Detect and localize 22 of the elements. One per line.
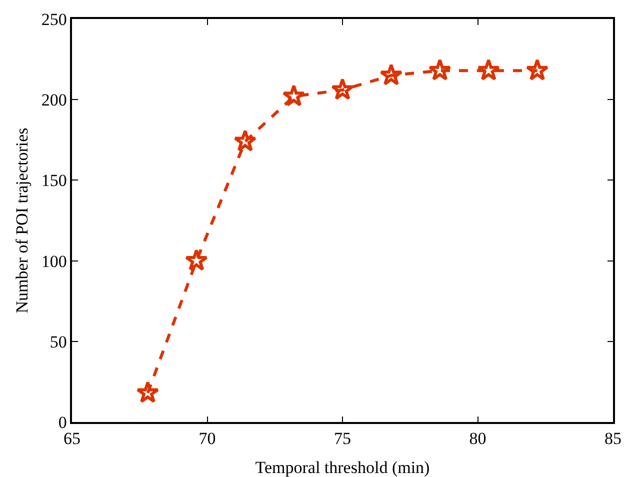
x-tick-label: 80 [469, 429, 486, 448]
point [184, 248, 208, 271]
y-axis-title: Number of POI trajectories [12, 128, 32, 314]
point [428, 58, 452, 81]
y-tick-label: 150 [41, 171, 67, 190]
y-tick-label: 200 [41, 90, 67, 110]
point [331, 78, 354, 100]
point [282, 84, 306, 106]
x-tick-label: 65 [64, 429, 80, 448]
point [526, 58, 549, 81]
point [136, 380, 160, 403]
x-tick-label: 75 [334, 429, 351, 448]
y-tick-label: 50 [50, 332, 67, 352]
y-tick-label: 0 [58, 412, 67, 432]
x-tick-label: 70 [198, 429, 216, 448]
x-axis-title: Temporal threshold (min) [255, 458, 430, 477]
y-tick-label: 100 [41, 252, 67, 271]
point [477, 58, 500, 81]
point [234, 130, 257, 152]
x-tick-label: 85 [604, 429, 622, 448]
point [380, 63, 403, 86]
y-tick-label: 250 [41, 10, 67, 29]
